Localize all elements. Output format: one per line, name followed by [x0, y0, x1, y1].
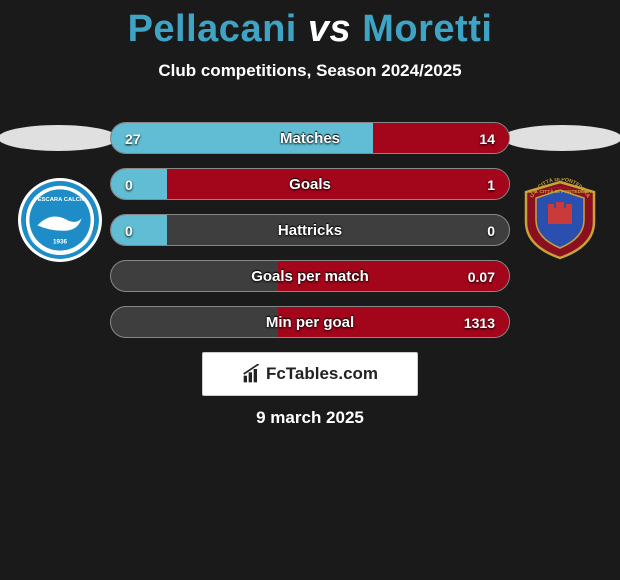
site-logo-text: FcTables.com [266, 364, 378, 384]
comparison-title: Pellacani vs Moretti [0, 0, 620, 51]
svg-text:U.S. CITTÀ DI PONTEDERA: U.S. CITTÀ DI PONTEDERA [529, 188, 592, 195]
fctables-chart-icon [242, 364, 262, 384]
stat-row: Matches27 14 [110, 122, 510, 154]
stat-value-right: 1313 [464, 307, 495, 338]
stat-value-left: 27 [125, 123, 141, 154]
stat-value-right: 0.07 [468, 261, 495, 292]
stat-label: Goals [111, 169, 509, 200]
player1-name: Pellacani [128, 8, 297, 50]
stat-row: Hattricks0 0 [110, 214, 510, 246]
left-shadow-ellipse [0, 125, 118, 151]
pontedera-badge-icon: U.S. CITTÀ DI PONTEDERA U.S. CITTÀ DI PO… [518, 178, 602, 262]
stat-label: Hattricks [111, 215, 509, 246]
stat-row: Min per goal1313 [110, 306, 510, 338]
stat-label: Goals per match [111, 261, 509, 292]
right-shadow-ellipse [502, 125, 620, 151]
stat-value-left: 0 [125, 169, 133, 200]
left-club-badge: PESCARA CALCIO 1936 [18, 178, 102, 262]
svg-text:1936: 1936 [53, 238, 68, 245]
stat-row: Goals0 1 [110, 168, 510, 200]
stat-label: Min per goal [111, 307, 509, 338]
right-club-badge: U.S. CITTÀ DI PONTEDERA U.S. CITTÀ DI PO… [518, 178, 602, 262]
svg-text:PESCARA CALCIO: PESCARA CALCIO [34, 197, 87, 203]
stat-row: Goals per match0.07 [110, 260, 510, 292]
stat-value-right: 1 [487, 169, 495, 200]
subtitle: Club competitions, Season 2024/2025 [0, 61, 620, 81]
stat-value-right: 14 [479, 123, 495, 154]
vs-label: vs [308, 8, 351, 50]
player2-name: Moretti [362, 8, 492, 50]
pescara-badge-icon: PESCARA CALCIO 1936 [24, 184, 96, 256]
stat-value-left: 0 [125, 215, 133, 246]
comparison-date: 9 march 2025 [0, 408, 620, 428]
site-logo: FcTables.com [202, 352, 418, 396]
stat-label: Matches [111, 123, 509, 154]
stat-value-right: 0 [487, 215, 495, 246]
stats-panel: Matches2714Goals01Hattricks00Goals per m… [110, 122, 510, 352]
